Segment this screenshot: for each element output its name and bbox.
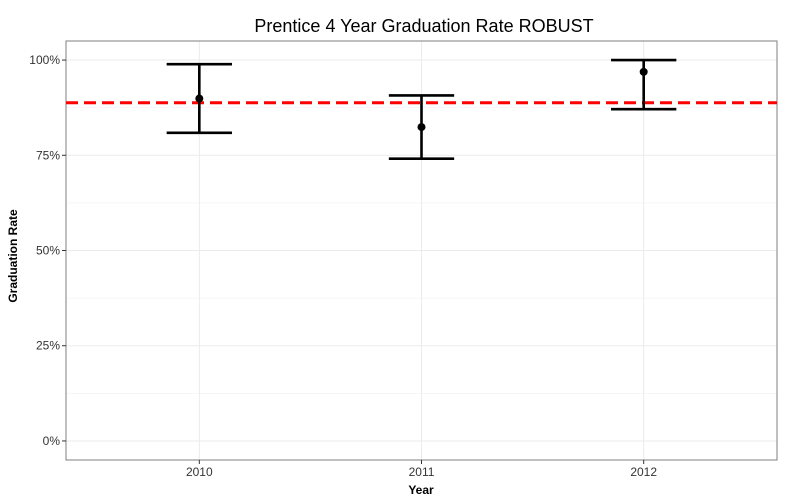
errorbars xyxy=(166,58,677,161)
data-point xyxy=(417,123,426,132)
y-axis-title: Graduation Rate xyxy=(6,209,20,303)
y-tick-label: 100% xyxy=(29,53,60,67)
x-tick-label: 2010 xyxy=(186,465,213,479)
data-point xyxy=(195,94,204,103)
y-tick-label: 25% xyxy=(36,339,60,353)
y-tick-label: 50% xyxy=(36,244,60,258)
points xyxy=(195,67,648,132)
data-point xyxy=(639,67,648,76)
x-axis-ticks: 2010 2011 2012 xyxy=(186,460,657,479)
y-tick-label: 75% xyxy=(36,148,60,162)
y-axis-ticks: 0% 25% 50% 75% 100% xyxy=(29,53,66,448)
x-tick-label: 2012 xyxy=(630,465,657,479)
x-axis-title: Year xyxy=(408,483,434,497)
y-tick-label: 0% xyxy=(43,434,61,448)
chart-title: Prentice 4 Year Graduation Rate ROBUST xyxy=(254,16,593,36)
x-tick-label: 2011 xyxy=(409,465,435,479)
